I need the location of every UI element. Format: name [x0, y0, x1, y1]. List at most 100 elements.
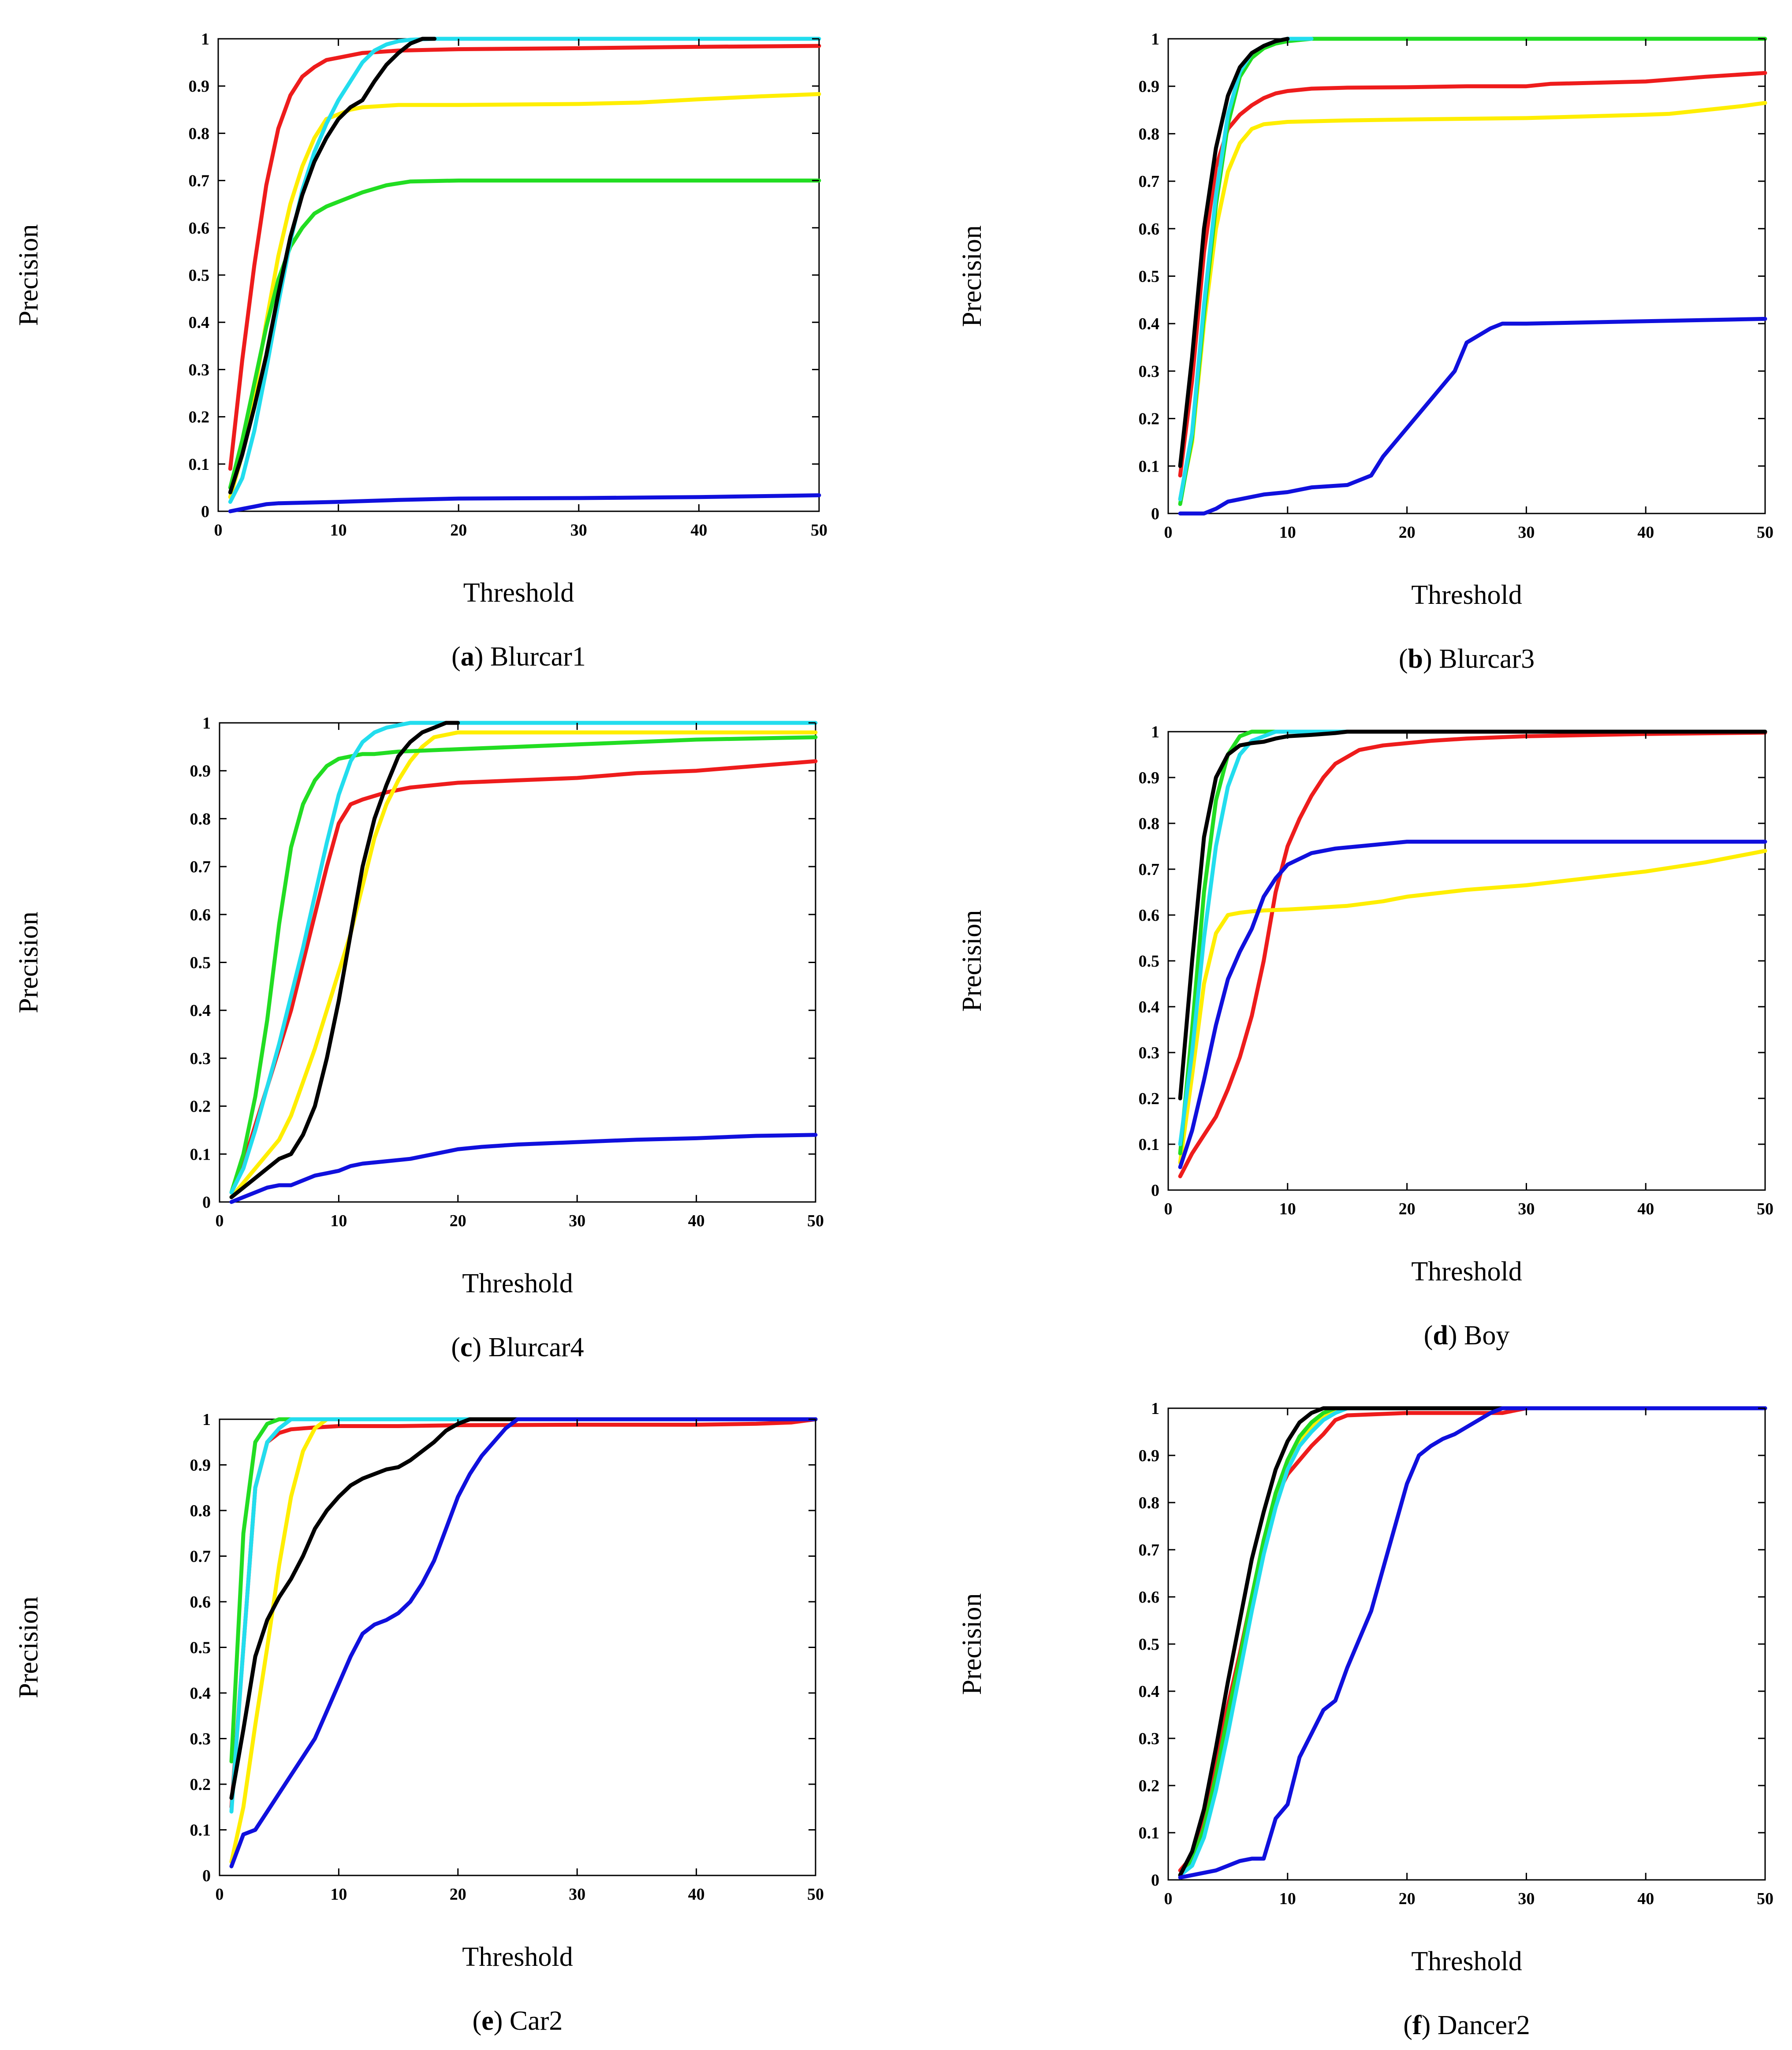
x-tick-label: 40	[1637, 1200, 1654, 1218]
series-line-black	[228, 37, 437, 495]
x-tick-label: 50	[1757, 1890, 1773, 1908]
x-tick-label: 0	[1164, 1200, 1173, 1218]
series-line-blue	[229, 1133, 818, 1204]
caption-name: Blurcar4	[488, 1332, 584, 1362]
series-line-black	[229, 721, 460, 1199]
x-tick-label: 50	[807, 1885, 824, 1904]
chart-panel-e: 00.10.20.30.40.50.60.70.80.910 10 20 30 40 50…	[14, 1410, 824, 2036]
series-line-yellow	[1178, 848, 1767, 1165]
x-tick-label: 40	[688, 1212, 705, 1230]
panel-caption: (a) Blurcar1	[451, 642, 586, 672]
y-tick-label: 0.6	[1139, 220, 1160, 238]
y-tick-label: 1	[202, 714, 211, 733]
y-tick-label: 0.6	[190, 1593, 211, 1611]
x-tick-label: 40	[1637, 1890, 1654, 1908]
y-tick-label: 0.8	[1139, 125, 1160, 143]
series-line-yellow	[229, 730, 818, 1199]
caption-name: Blurcar3	[1439, 644, 1535, 674]
y-tick-label: 0.5	[1139, 952, 1160, 971]
x-tick-label: 0	[216, 1212, 224, 1230]
caption-paren-close: )	[1448, 1321, 1464, 1351]
caption-letter: c	[460, 1332, 473, 1362]
x-axis-label: Threshold	[1411, 1946, 1522, 1976]
x-tick-label: 0	[216, 1885, 224, 1904]
y-tick-label: 0	[202, 1193, 211, 1212]
caption-name: Car2	[510, 2006, 563, 2036]
caption-paren-close: )	[473, 1332, 488, 1362]
caption-letter: e	[481, 2006, 494, 2036]
y-tick-label: 0.7	[1139, 860, 1160, 879]
y-tick-label: 0.5	[190, 954, 211, 972]
x-tick-label: 10	[330, 1885, 347, 1904]
caption-paren-open: (	[1424, 1321, 1433, 1351]
panel-caption: (d) Boy	[1424, 1321, 1510, 1351]
y-tick-label: 0.4	[190, 1001, 211, 1020]
caption-letter: a	[461, 642, 474, 672]
x-axis-label: Threshold	[1411, 1257, 1522, 1287]
y-tick-label: 1	[201, 30, 209, 48]
series-line-green	[229, 1417, 818, 1764]
x-tick-label: 50	[807, 1212, 824, 1230]
plot-frame	[217, 38, 820, 512]
y-tick-label: 1	[1151, 723, 1159, 741]
y-tick-label: 0	[201, 502, 209, 521]
x-tick-label: 30	[569, 1885, 585, 1904]
x-tick-label: 30	[570, 521, 587, 539]
panel-caption: (b) Blurcar3	[1399, 644, 1535, 674]
y-tick-label: 0.1	[190, 1821, 211, 1840]
y-tick-label: 1	[1151, 1399, 1159, 1418]
y-tick-label: 0.8	[190, 1502, 211, 1520]
y-tick-label: 0.7	[1139, 1541, 1160, 1559]
y-tick-label: 0.2	[190, 1098, 211, 1116]
y-tick-label: 0.4	[190, 1684, 211, 1703]
x-tick-label: 10	[1279, 1200, 1296, 1218]
x-axis-label: Threshold	[463, 578, 574, 608]
series-line-cyan	[1178, 729, 1767, 1146]
y-axis-label: Precision	[14, 912, 44, 1013]
y-tick-label: 0.5	[1139, 268, 1160, 286]
caption-paren-open: (	[1399, 644, 1408, 674]
series-line-blue	[1178, 840, 1767, 1169]
x-axis-label: Threshold	[462, 1942, 573, 1972]
y-tick-label: 0.2	[189, 408, 210, 427]
x-tick-label: 30	[569, 1212, 585, 1230]
y-axis-label: Precision	[957, 1593, 987, 1695]
y-tick-label: 0.8	[189, 124, 210, 143]
series-line-red	[229, 1417, 818, 1809]
x-tick-label: 20	[1399, 1890, 1416, 1908]
x-tick-label: 10	[330, 1212, 347, 1230]
y-tick-label: 0.2	[1139, 1777, 1160, 1795]
y-tick-label: 1	[202, 1410, 211, 1429]
series-line-black	[1178, 729, 1767, 1101]
y-tick-label: 0.5	[1139, 1635, 1160, 1654]
caption-paren-close: )	[474, 642, 490, 672]
y-tick-label: 0	[1151, 1871, 1159, 1890]
x-axis-label: Threshold	[1411, 580, 1522, 610]
series-line-red	[1178, 730, 1767, 1179]
caption-name: Dancer2	[1438, 2010, 1530, 2040]
series-line-red	[229, 759, 818, 1194]
x-tick-label: 50	[811, 521, 827, 539]
plot-frame	[1167, 1407, 1766, 1881]
y-tick-label: 0.3	[189, 361, 210, 379]
series-line-yellow	[1178, 1406, 1767, 1877]
y-tick-label: 0.1	[1139, 1135, 1160, 1154]
series-line-green	[229, 735, 818, 1194]
plot-frame	[219, 1418, 816, 1876]
series-line-yellow	[229, 1417, 818, 1864]
y-tick-label: 0.9	[1139, 78, 1160, 96]
y-tick-label: 0.2	[1139, 1090, 1160, 1108]
y-tick-label: 0	[1151, 1181, 1159, 1200]
y-tick-label: 0.9	[190, 1456, 211, 1475]
y-tick-label: 0.3	[1139, 1730, 1160, 1748]
caption-letter: f	[1412, 2010, 1422, 2040]
y-tick-label: 0.7	[190, 1548, 211, 1566]
chart-panel-f: 00.10.20.30.40.50.60.70.80.910 10 20 30 40 50…	[957, 1399, 1773, 2040]
y-tick-label: 1	[1151, 30, 1159, 48]
y-tick-label: 0.4	[1139, 998, 1160, 1016]
series-line-cyan	[229, 1417, 818, 1814]
y-tick-label: 0.5	[190, 1639, 211, 1657]
series-line-green	[1178, 37, 1767, 506]
caption-paren-close: )	[1422, 2010, 1438, 2040]
plot-frame	[1167, 38, 1766, 514]
